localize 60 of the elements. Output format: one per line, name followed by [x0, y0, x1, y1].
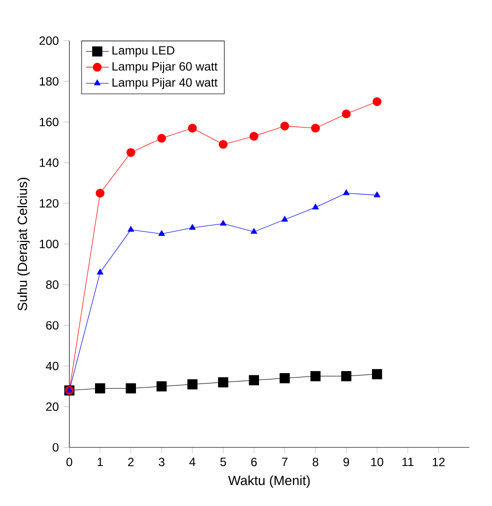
y-tick-label: 140: [40, 158, 58, 167]
point: [342, 189, 350, 196]
x-tick-label: 10: [371, 458, 384, 466]
point: [311, 124, 320, 132]
point: [187, 379, 198, 390]
point: [158, 230, 165, 236]
point: [281, 216, 288, 222]
point: [250, 228, 258, 234]
x-tick-label: 11: [402, 458, 414, 466]
y-tick-label: 40: [46, 362, 58, 370]
point: [189, 224, 196, 230]
point: [66, 386, 73, 392]
x-axis-title: Waktu (Menit): [228, 475, 310, 488]
point: [156, 381, 167, 392]
point: [157, 134, 166, 143]
y-tick-label: 180: [40, 77, 58, 86]
point: [218, 140, 228, 149]
x-tick-label: 1: [98, 458, 103, 466]
point: [126, 148, 136, 157]
x-tick-label: 3: [158, 458, 164, 466]
point: [128, 226, 134, 232]
y-axis-title: Suhu (Derajat Celcius): [17, 178, 30, 310]
point: [188, 124, 197, 132]
y-tick-label: 20: [46, 402, 58, 411]
point: [126, 383, 136, 394]
y-tick-label: 80: [46, 280, 58, 289]
y-tick-label: 60: [46, 321, 58, 330]
legend-label: Lampu Pijar 60 watt: [112, 62, 218, 74]
x-tick-label: 7: [282, 458, 288, 466]
point: [248, 375, 260, 386]
y-tick-label: 120: [40, 199, 58, 208]
y-tick-label: 160: [40, 118, 58, 126]
point: [250, 132, 258, 141]
point: [218, 377, 228, 388]
point: [341, 371, 352, 382]
y-tick-label: 0: [52, 443, 58, 452]
point: [96, 188, 105, 198]
x-tick-label: 0: [66, 458, 72, 466]
point: [280, 122, 290, 130]
x-tick-label: 12: [432, 458, 445, 466]
legend-label: Lampu LED: [112, 46, 174, 58]
x-tick-label: 2: [128, 458, 134, 466]
point: [310, 371, 321, 382]
point: [312, 204, 319, 210]
point: [220, 220, 226, 226]
legend-label: Lampu Pijar 40 watt: [112, 78, 218, 90]
x-tick-label: 4: [189, 458, 196, 466]
x-tick-label: 5: [220, 458, 226, 466]
point: [372, 97, 382, 106]
y-tick-label: 100: [40, 240, 58, 248]
point: [95, 383, 106, 394]
point: [280, 373, 290, 384]
x-tick-label: 6: [251, 458, 257, 466]
x-tick-label: 9: [343, 458, 350, 466]
x-tick-label: 8: [312, 458, 318, 466]
point: [342, 109, 351, 118]
point: [374, 191, 380, 198]
y-tick-label: 200: [40, 36, 58, 45]
point: [372, 369, 382, 380]
point: [96, 268, 104, 274]
